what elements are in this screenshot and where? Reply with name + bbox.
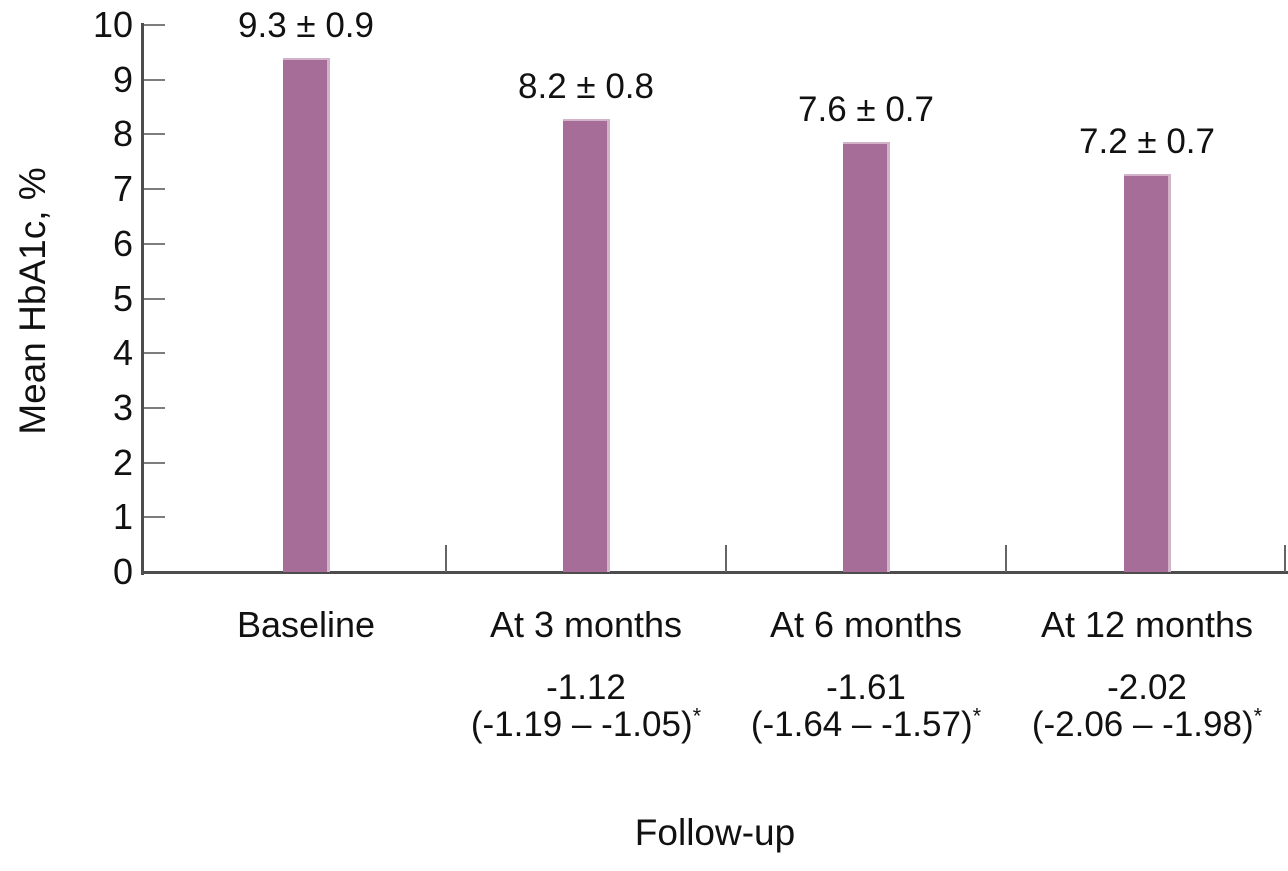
y-tick-label: 6 <box>112 222 133 264</box>
y-tick-label: 5 <box>112 277 133 319</box>
delta-label: -2.02 <box>1107 668 1187 707</box>
y-axis-tick <box>144 406 165 409</box>
y-axis-tick <box>144 78 165 81</box>
y-tick-label: 3 <box>112 386 133 428</box>
ci-label: (-1.64 – -1.57)* <box>751 705 981 745</box>
y-tick-label: 9 <box>112 58 133 100</box>
ci-range-text: (-2.06 – -1.98) <box>1031 705 1254 744</box>
category-label: At 6 months <box>769 604 963 645</box>
y-axis-tick <box>144 242 165 245</box>
y-tick-label: 8 <box>112 113 133 155</box>
y-axis-tick <box>144 516 165 519</box>
significance-asterisk: * <box>972 703 982 729</box>
category-label: Baseline <box>236 604 376 645</box>
ci-range-text: (-1.64 – -1.57) <box>750 705 973 744</box>
y-axis-tick <box>144 24 165 26</box>
y-tick-label: 1 <box>112 496 133 538</box>
bar <box>1123 174 1171 572</box>
significance-asterisk: * <box>1253 703 1263 729</box>
y-axis-line <box>141 23 144 575</box>
x-axis-line <box>141 571 1288 574</box>
x-axis-title: Follow-up <box>634 812 796 853</box>
ci-label: (-2.06 – -1.98)* <box>1032 705 1262 745</box>
bar <box>282 58 330 572</box>
y-axis-tick <box>144 133 165 136</box>
category-label: At 3 months <box>489 604 683 645</box>
y-tick-label: 0 <box>112 551 133 592</box>
category-label: At 12 months <box>1040 604 1254 645</box>
y-tick-label: 4 <box>112 332 133 374</box>
delta-label: -1.61 <box>826 668 906 707</box>
delta-label: -1.12 <box>546 668 626 707</box>
y-axis-tick <box>144 461 165 464</box>
x-axis-tick <box>445 545 447 572</box>
bar-value-label: 7.6 ± 0.7 <box>798 89 934 129</box>
x-axis-tick <box>1005 545 1007 572</box>
bar-value-label: 8.2 ± 0.8 <box>518 67 654 107</box>
bar <box>842 141 890 572</box>
ci-label: (-1.19 – -1.05)* <box>471 705 701 745</box>
bar <box>562 119 610 572</box>
x-axis-tick <box>725 545 727 572</box>
ci-range-text: (-1.19 – -1.05) <box>470 705 693 744</box>
y-axis-tick <box>144 297 165 300</box>
y-axis-tick <box>144 188 165 191</box>
bar-value-label: 9.3 ± 0.9 <box>238 6 374 46</box>
x-axis-tick <box>1284 545 1286 572</box>
y-tick-label: 10 <box>92 4 133 45</box>
bar-value-label: 7.2 ± 0.7 <box>1079 122 1215 162</box>
significance-asterisk: * <box>692 703 702 729</box>
y-tick-label: 7 <box>112 168 133 210</box>
y-axis-tick <box>144 352 165 355</box>
y-tick-label: 2 <box>112 441 133 483</box>
